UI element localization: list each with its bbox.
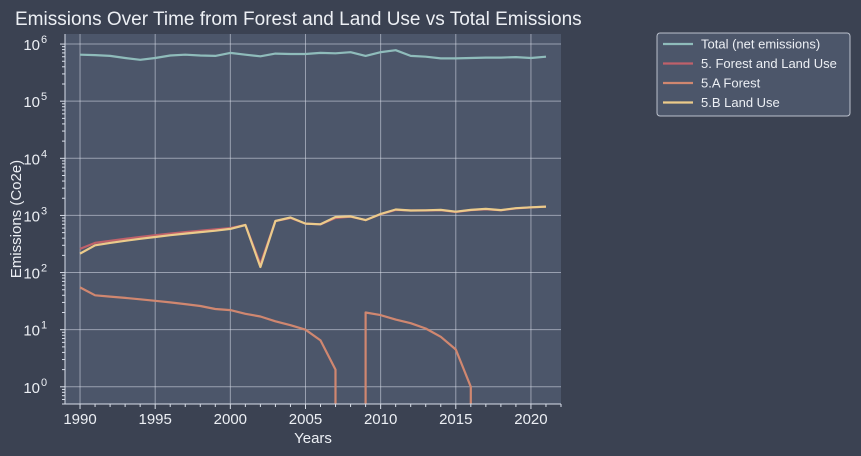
x-tick-label: 2015 [439, 411, 472, 428]
legend-label-4: 5.B Land Use [701, 95, 780, 110]
x-axis-ticks: 1990 1995 2000 2005 2010 2015 2020 [63, 404, 562, 428]
legend-label-3: 5.A Forest [701, 76, 761, 91]
y-tick-exponent: 2 [41, 263, 47, 275]
grid-lines [65, 34, 561, 404]
y-tick-label: 10 [23, 37, 40, 54]
x-tick-label: 2020 [514, 411, 547, 428]
legend-label-1: Total (net emissions) [701, 37, 820, 52]
x-axis-label: Years [294, 430, 332, 447]
x-tick-label: 2000 [214, 411, 247, 428]
y-tick-label: 10 [23, 94, 40, 111]
y-tick-exponent: 0 [41, 377, 47, 389]
series-line-3 [79, 286, 472, 404]
x-tick-label: 2010 [364, 411, 397, 428]
series-lines [79, 49, 547, 404]
y-tick-label: 10 [23, 208, 40, 225]
y-tick-exponent: 4 [41, 148, 47, 160]
y-tick-label: 10 [23, 151, 40, 168]
y-tick-exponent: 6 [41, 34, 47, 46]
y-tick-exponent: 5 [41, 91, 47, 103]
legend: Total (net emissions) 5. Forest and Land … [656, 32, 851, 117]
x-tick-label: 2005 [289, 411, 322, 428]
plot-area [65, 34, 561, 404]
legend-label-2: 5. Forest and Land Use [701, 56, 837, 71]
x-tick-label: 1995 [138, 411, 171, 428]
x-tick-label: 1990 [63, 411, 96, 428]
legend-box [656, 32, 851, 117]
y-tick-label: 10 [23, 266, 40, 283]
y-axis-label: Emissions (Co2e) [8, 160, 25, 278]
y-tick-label: 10 [23, 323, 40, 340]
y-tick-exponent: 1 [41, 320, 47, 332]
series-line-1 [79, 49, 547, 61]
y-tick-label: 10 [23, 380, 40, 397]
chart-title: Emissions Over Time from Forest and Land… [15, 9, 582, 30]
series-line-4 [79, 205, 547, 269]
y-tick-exponent: 3 [41, 205, 47, 217]
